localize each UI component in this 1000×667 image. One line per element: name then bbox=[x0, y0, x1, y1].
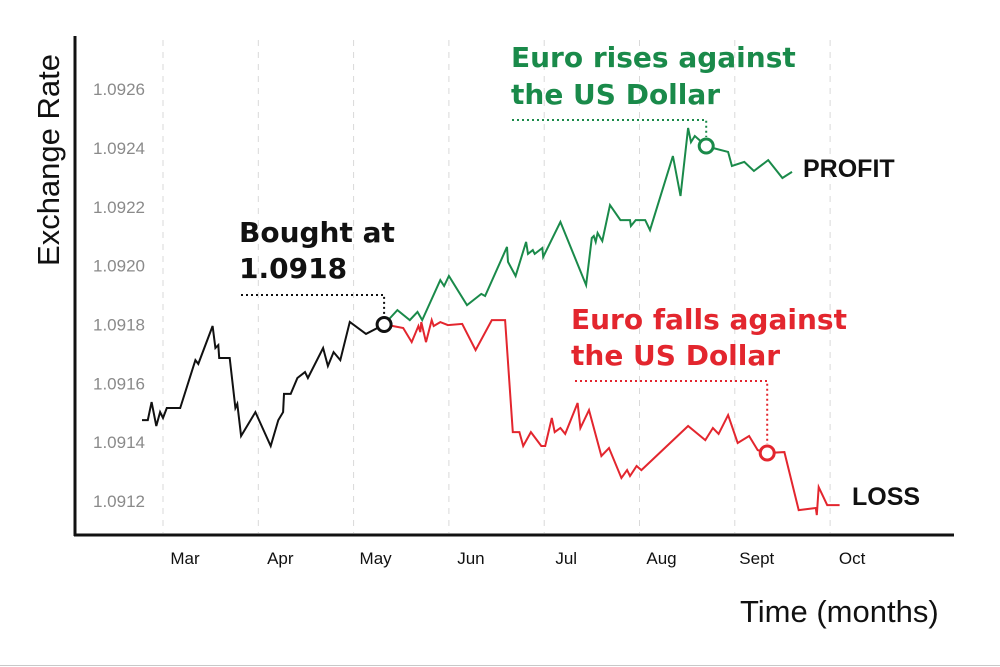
marker-fall bbox=[758, 444, 776, 462]
annotation-leaders bbox=[241, 119, 769, 445]
y-tick-label: 1.0912 bbox=[93, 492, 145, 511]
y-tick-label: 1.0914 bbox=[93, 433, 145, 452]
x-axis-label: Time (months) bbox=[740, 594, 939, 629]
marker-bought bbox=[375, 316, 393, 333]
marker-rise bbox=[697, 137, 715, 155]
annotation-rise-line2: the US Dollar bbox=[511, 78, 720, 111]
y-tick-label: 1.0916 bbox=[93, 374, 145, 393]
y-axis-label: Exchange Rate bbox=[31, 54, 66, 266]
annotation-fall-line1: Euro falls against bbox=[571, 303, 847, 336]
x-tick-label: Jul bbox=[555, 549, 577, 568]
x-tick-label: May bbox=[360, 549, 393, 568]
x-tick-label: Apr bbox=[267, 549, 294, 568]
series-line-profit bbox=[383, 127, 793, 326]
point-markers bbox=[375, 137, 776, 462]
x-tick-label: Aug bbox=[646, 549, 676, 568]
series-line-loss bbox=[383, 316, 840, 516]
x-tick-label: Mar bbox=[170, 549, 200, 568]
leader-line-rise bbox=[512, 119, 708, 137]
x-tick-labels: Mar Apr May Jun Jul Aug Sept Oct bbox=[170, 549, 865, 568]
annotation-fall-line2: the US Dollar bbox=[571, 339, 780, 372]
x-tick-label: Oct bbox=[839, 549, 866, 568]
x-tick-label: Jun bbox=[457, 549, 484, 568]
leader-line-bought bbox=[241, 294, 386, 316]
y-tick-label: 1.0924 bbox=[93, 139, 145, 158]
annotation-rise-line1: Euro rises against bbox=[511, 41, 796, 74]
profit-label: PROFIT bbox=[803, 155, 895, 183]
y-tick-labels: 1.0926 1.0924 1.0922 1.0920 1.0918 1.0916 1.09… bbox=[93, 80, 145, 511]
grid-lines bbox=[162, 40, 831, 533]
y-tick-label: 1.0918 bbox=[93, 316, 145, 335]
annotation-bought-line2: 1.0918 bbox=[239, 252, 347, 285]
series-line-history bbox=[142, 320, 385, 449]
y-tick-label: 1.0922 bbox=[93, 198, 145, 217]
y-tick-label: 1.0920 bbox=[93, 257, 145, 276]
leader-line-fall bbox=[575, 380, 769, 445]
x-tick-label: Sept bbox=[739, 549, 774, 568]
loss-label: LOSS bbox=[852, 483, 920, 511]
y-tick-label: 1.0926 bbox=[93, 80, 145, 99]
annotation-bought-line1: Bought at bbox=[239, 216, 395, 249]
